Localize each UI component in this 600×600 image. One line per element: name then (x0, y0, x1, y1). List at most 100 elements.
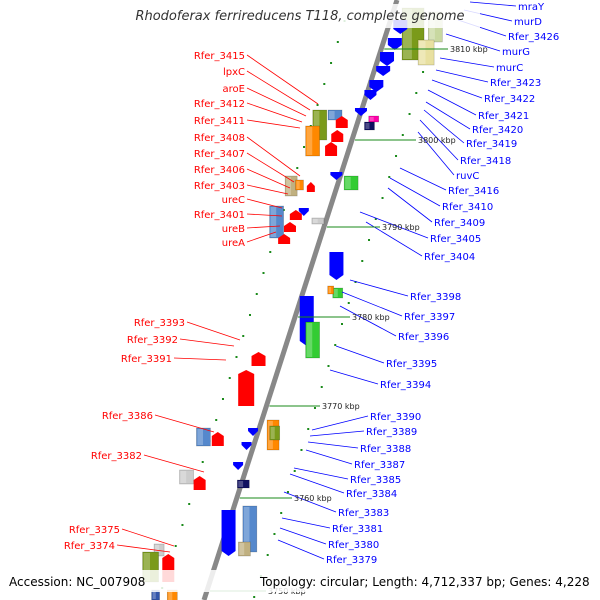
left-leader-line (116, 544, 171, 553)
track-dot (395, 155, 398, 157)
gene-block (343, 175, 359, 191)
gene-block (295, 179, 304, 191)
track-dot (336, 41, 339, 43)
track-dot (188, 503, 191, 505)
gene-block (269, 425, 281, 441)
gene-block-shine (270, 427, 275, 439)
track-dot (334, 344, 337, 346)
right-leader-line (289, 473, 345, 494)
accession-text: Accession: NC_007908 (9, 575, 146, 589)
right-leader-line (283, 491, 337, 513)
track-dot (253, 596, 256, 598)
track-dot (327, 365, 330, 367)
gene-block (327, 285, 335, 295)
track-dot (242, 335, 245, 337)
left-leader-line (121, 528, 175, 547)
track-dot (255, 293, 258, 295)
forward-gene-arrow (193, 476, 206, 490)
right-gene-label: Rfer_3398 (410, 292, 461, 303)
left-gene-label: Rfer_3411 (194, 116, 245, 127)
left-leader-line (246, 70, 311, 111)
right-gene-labels: mraY murD Rfer_3426 murG murC Rfer_3423 Rfer_3… (326, 2, 559, 566)
track-dot (296, 167, 299, 169)
kbp-label: 3770 kbp (322, 402, 360, 411)
gene-block-shine (313, 111, 320, 139)
left-gene-label: Rfer_3386 (102, 411, 153, 422)
track-dot (388, 176, 391, 178)
right-leader-line (435, 69, 489, 83)
track-dot (262, 272, 265, 274)
gene-block-shine (306, 127, 313, 155)
kbp-label: 3760 kbp (294, 494, 332, 503)
left-gene-label: Rfer_3382 (91, 451, 142, 462)
track-dot (269, 251, 272, 253)
left-leader-line (246, 184, 289, 195)
left-gene-label: Rfer_3375 (69, 525, 120, 536)
reverse-gene-arrow (369, 80, 384, 92)
right-leader-line (439, 57, 495, 68)
right-gene-label: murD (514, 17, 542, 28)
gene-block-shine (306, 323, 313, 357)
right-gene-label: mraY (518, 2, 545, 13)
right-gene-label: ruvC (456, 171, 479, 182)
gene-block-shine (419, 41, 426, 64)
right-leader-line (359, 211, 429, 239)
gene-block (417, 39, 435, 66)
right-gene-label: Rfer_3379 (326, 555, 377, 566)
track-dot (280, 512, 283, 514)
right-leader-line (277, 539, 325, 560)
right-gene-label: Rfer_3416 (448, 186, 499, 197)
right-gene-label: Rfer_3420 (472, 125, 523, 136)
forward-gene-arrow (238, 370, 255, 406)
forward-gene-arrow (335, 116, 348, 128)
track-dot (340, 323, 343, 325)
left-leader-line (246, 198, 283, 209)
forward-gene-arrow (306, 182, 315, 192)
right-leader-line (387, 187, 433, 223)
right-gene-label: Rfer_3422 (484, 94, 535, 105)
left-gene-label: Rfer_3392 (127, 335, 178, 346)
track-dot (374, 218, 377, 220)
gene-block-shine (333, 289, 338, 297)
gene-block (305, 321, 320, 359)
track-dot (401, 134, 404, 136)
kbp-label: 3790 kbp (382, 223, 420, 232)
left-leader-line (246, 213, 283, 217)
gene-block-shine (329, 111, 335, 119)
right-gene-label: Rfer_3423 (490, 78, 541, 89)
left-leader-line (246, 54, 319, 105)
gene-block (364, 121, 375, 131)
gene-block-shine (312, 219, 318, 223)
track-dot (201, 461, 204, 463)
right-leader-line (425, 101, 471, 130)
forward-gene-arrow (283, 222, 296, 232)
track-dot (303, 146, 306, 148)
left-gene-label: ureB (222, 224, 245, 235)
gene-block-shine (270, 207, 277, 237)
gene-block-shine (180, 471, 187, 483)
track-dot (316, 104, 319, 106)
gene-block (237, 479, 250, 489)
right-leader-line (293, 467, 349, 480)
track-dot (422, 71, 425, 73)
track-dot (320, 386, 323, 388)
track-dot (266, 554, 269, 556)
right-gene-label: Rfer_3396 (398, 332, 449, 343)
right-gene-label: Rfer_3409 (434, 218, 485, 229)
kbp-label: 3800 kbp (418, 136, 456, 145)
track-dot (215, 419, 218, 421)
left-leader-line (246, 168, 291, 189)
left-gene-label: Rfer_3406 (194, 165, 245, 176)
track-dot (354, 281, 357, 283)
left-gene-label: Rfer_3374 (64, 541, 115, 552)
track-dot (313, 407, 316, 409)
right-leader-line (341, 291, 403, 317)
left-gene-label: lpxC (223, 67, 245, 78)
right-leader-line (305, 449, 353, 465)
track-dot (286, 491, 289, 493)
right-leader-line (309, 430, 365, 437)
forward-gene-arrow (278, 234, 291, 244)
gene-block (305, 125, 320, 157)
left-leader-line (143, 454, 205, 473)
